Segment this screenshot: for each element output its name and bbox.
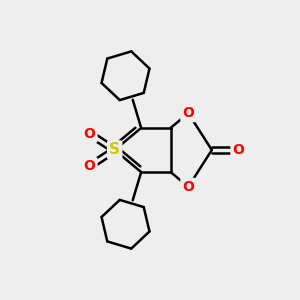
Text: O: O (84, 127, 96, 141)
Text: O: O (232, 143, 244, 157)
Text: S: S (109, 142, 120, 158)
Text: O: O (182, 180, 194, 194)
Text: O: O (182, 106, 194, 120)
Text: O: O (84, 159, 96, 173)
